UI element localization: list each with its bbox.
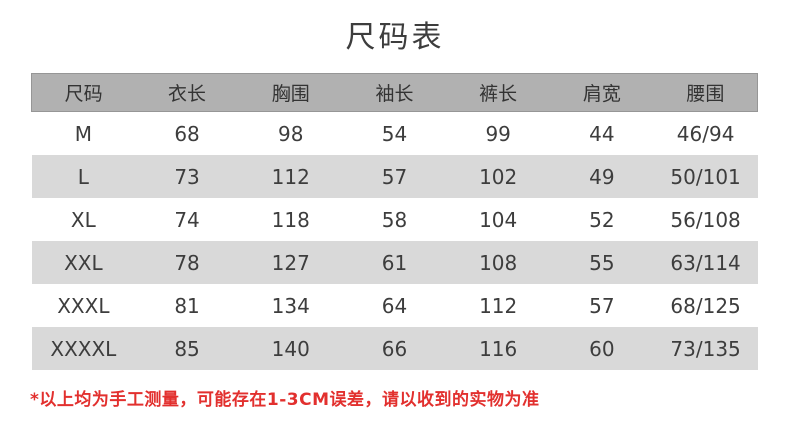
value-cell: 108 — [446, 241, 551, 284]
value-cell: 127 — [238, 241, 343, 284]
value-cell: 57 — [589, 293, 615, 318]
table-row-xxxxl: XXXXL 85 140 66 116 60 73/135 — [31, 327, 758, 370]
value-cell: 99 — [485, 121, 511, 146]
value-cell: 134 — [271, 293, 310, 318]
value-cell: 56/108 — [670, 207, 741, 232]
value-cell: 68/125 — [670, 293, 741, 318]
measurement-note: *以上均为手工测量，可能存在1-3CM误差，请以收到的实物为准 — [30, 390, 540, 410]
value-cell: 55 — [550, 241, 654, 284]
value-cell: 61 — [342, 241, 447, 284]
value-cell: 73 — [135, 155, 239, 198]
value-cell: 112 — [479, 293, 518, 318]
column-header-waist: 腰围 — [653, 73, 758, 112]
value-cell: 54 — [381, 121, 408, 146]
table-row-xxxl: XXXL 81 134 64 112 57 68/125 — [32, 284, 758, 327]
value-cell: 64 — [381, 293, 408, 318]
value-cell: 44 — [589, 121, 615, 146]
column-header-pants: 裤长 — [446, 73, 551, 112]
value-cell: 57 — [342, 155, 447, 198]
table-row-xxl: XXL 78 127 61 108 55 63/114 — [31, 241, 758, 284]
table-row-xl: XL 74 118 58 104 52 56/108 — [32, 198, 758, 241]
value-cell: 98 — [278, 121, 304, 146]
value-cell: 74 — [174, 207, 200, 232]
column-header-chest: 胸围 — [238, 73, 343, 112]
size-cell: XXL — [31, 241, 136, 284]
value-cell: 66 — [342, 327, 447, 370]
size-table: 尺码 衣长 胸围 袖长 裤长 肩宽 腰围 M 68 98 54 99 44 46… — [31, 73, 758, 370]
value-cell: 104 — [479, 207, 518, 232]
value-cell: 58 — [381, 207, 408, 232]
size-cell: XL — [70, 207, 96, 232]
column-header-size: 尺码 — [31, 73, 136, 112]
size-cell: L — [31, 155, 136, 198]
value-cell: 78 — [135, 241, 239, 284]
table-header-row: 尺码 衣长 胸围 袖长 裤长 肩宽 腰围 — [31, 73, 758, 112]
value-cell: 68 — [174, 121, 200, 146]
value-cell: 50/101 — [653, 155, 758, 198]
column-header-length: 衣长 — [135, 73, 239, 112]
value-cell: 52 — [589, 207, 615, 232]
value-cell: 116 — [446, 327, 551, 370]
value-cell: 49 — [550, 155, 654, 198]
table-row-m: M 68 98 54 99 44 46/94 — [32, 112, 758, 156]
page-title: 尺码表 — [345, 20, 445, 55]
value-cell: 60 — [550, 327, 654, 370]
value-cell: 81 — [174, 293, 200, 318]
value-cell: 118 — [271, 207, 310, 232]
value-cell: 73/135 — [653, 327, 758, 370]
size-cell: XXXL — [57, 293, 110, 318]
size-cell: XXXXL — [31, 327, 136, 370]
column-header-sleeve: 袖长 — [342, 73, 447, 112]
value-cell: 85 — [135, 327, 239, 370]
value-cell: 102 — [446, 155, 551, 198]
value-cell: 46/94 — [676, 121, 735, 146]
value-cell: 112 — [238, 155, 343, 198]
table-row-l: L 73 112 57 102 49 50/101 — [31, 155, 758, 198]
value-cell: 140 — [238, 327, 343, 370]
value-cell: 63/114 — [653, 241, 758, 284]
column-header-shoulder: 肩宽 — [550, 73, 654, 112]
size-cell: M — [74, 121, 92, 146]
